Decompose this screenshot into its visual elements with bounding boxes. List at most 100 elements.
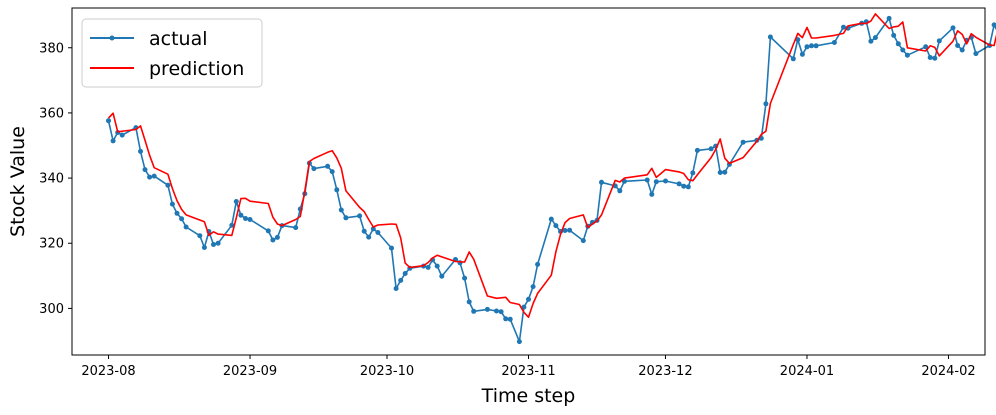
series-line-prediction bbox=[107, 13, 996, 319]
data-point-actual bbox=[973, 51, 979, 57]
data-point-actual bbox=[767, 34, 773, 40]
data-point-actual bbox=[243, 216, 248, 221]
data-point-actual bbox=[494, 308, 499, 314]
data-point-actual bbox=[169, 201, 175, 207]
data-point-actual bbox=[439, 273, 445, 279]
data-point-actual bbox=[106, 118, 111, 124]
x-tick-label: 2024-01 bbox=[780, 364, 834, 379]
data-point-actual bbox=[215, 240, 221, 246]
data-point-actual bbox=[398, 277, 404, 283]
data-point-actual bbox=[183, 224, 189, 230]
data-point-actual bbox=[535, 261, 541, 267]
data-point-actual bbox=[813, 43, 819, 49]
data-point-actual bbox=[872, 35, 878, 41]
data-point-actual bbox=[238, 212, 244, 218]
data-point-actual bbox=[338, 207, 344, 213]
data-point-actual bbox=[325, 163, 331, 169]
data-point-actual bbox=[389, 245, 394, 251]
data-point-actual bbox=[717, 170, 723, 175]
data-point-actual bbox=[507, 316, 513, 322]
data-point-actual bbox=[722, 169, 728, 175]
data-point-actual bbox=[165, 182, 171, 188]
data-point-actual bbox=[201, 245, 207, 250]
data-point-actual bbox=[580, 238, 586, 244]
data-point-actual bbox=[891, 32, 897, 38]
y-axis-label: Stock Value bbox=[7, 126, 29, 237]
data-point-actual bbox=[393, 286, 399, 291]
y-tick-label: 300 bbox=[39, 302, 64, 317]
data-point-actual bbox=[147, 174, 153, 180]
data-point-actual bbox=[708, 146, 714, 152]
data-point-actual bbox=[831, 40, 837, 45]
data-point-actual bbox=[694, 147, 700, 153]
legend-marker-actual bbox=[109, 35, 115, 41]
data-point-actual bbox=[685, 184, 691, 190]
data-point-actual bbox=[179, 216, 185, 222]
data-point-actual bbox=[484, 306, 490, 312]
legend: actual prediction bbox=[81, 18, 263, 88]
data-point-actual bbox=[681, 183, 687, 189]
data-point-actual bbox=[229, 222, 235, 228]
data-point-actual bbox=[553, 223, 559, 229]
data-point-actual bbox=[932, 55, 938, 61]
data-point-actual bbox=[599, 179, 604, 185]
plot-area-frame bbox=[71, 7, 986, 356]
legend-box bbox=[81, 18, 263, 88]
data-point-actual bbox=[498, 309, 504, 315]
data-point-actual bbox=[462, 275, 468, 281]
data-point-actual bbox=[886, 15, 892, 21]
data-point-actual bbox=[868, 38, 874, 44]
data-point-actual bbox=[904, 52, 910, 58]
data-point-actual bbox=[653, 179, 659, 185]
data-point-actual bbox=[334, 187, 340, 193]
data-point-actual bbox=[567, 227, 573, 233]
data-point-actual bbox=[649, 191, 655, 197]
x-tick-label: 2023-08 bbox=[81, 364, 135, 379]
data-point-actual bbox=[274, 234, 280, 240]
data-point-actual bbox=[375, 230, 381, 235]
data-point-actual bbox=[233, 199, 239, 204]
y-axis-ticks: 300 320 340 360 380 bbox=[39, 41, 72, 317]
x-tick-label: 2023-11 bbox=[501, 364, 555, 379]
data-point-actual bbox=[119, 132, 125, 138]
data-point-actual bbox=[690, 170, 696, 176]
data-point-actual bbox=[425, 264, 431, 270]
y-tick-label: 320 bbox=[39, 237, 64, 252]
x-tick-label: 2023-12 bbox=[638, 364, 692, 379]
data-point-actual bbox=[361, 228, 367, 234]
data-point-actual bbox=[790, 56, 796, 62]
data-point-actual bbox=[293, 225, 299, 231]
data-point-actual bbox=[516, 339, 522, 345]
data-point-actual bbox=[923, 44, 929, 50]
data-point-actual bbox=[617, 188, 623, 194]
data-point-actual bbox=[138, 148, 143, 154]
data-point-actual bbox=[959, 47, 965, 53]
data-point-actual bbox=[370, 226, 376, 232]
data-point-actual bbox=[526, 296, 531, 302]
data-point-actual bbox=[927, 55, 933, 60]
data-point-actual bbox=[503, 316, 509, 322]
data-point-actual bbox=[663, 178, 668, 184]
x-axis-label: Time step bbox=[481, 385, 576, 407]
data-point-actual bbox=[676, 181, 682, 187]
data-point-actual bbox=[343, 215, 349, 221]
x-axis-ticks: 2023-08 2023-09 2023-10 2023-11 2023-12 2024-… bbox=[81, 355, 976, 379]
data-point-actual bbox=[740, 139, 746, 145]
x-tick-label: 2023-10 bbox=[360, 364, 414, 379]
data-point-actual bbox=[265, 228, 271, 234]
data-point-actual bbox=[270, 237, 276, 243]
data-point-actual bbox=[174, 210, 180, 216]
data-point-actual bbox=[548, 216, 554, 222]
data-point-actual bbox=[936, 38, 942, 44]
data-point-actual bbox=[142, 167, 148, 173]
data-point-actual bbox=[311, 166, 317, 172]
data-point-actual bbox=[197, 233, 203, 239]
data-point-actual bbox=[950, 25, 956, 31]
data-point-actual bbox=[357, 213, 363, 219]
data-point-actual bbox=[809, 43, 814, 49]
data-point-actual bbox=[329, 169, 335, 175]
data-point-actual bbox=[466, 299, 472, 305]
data-point-actual bbox=[530, 284, 536, 290]
data-point-actual bbox=[247, 217, 253, 222]
